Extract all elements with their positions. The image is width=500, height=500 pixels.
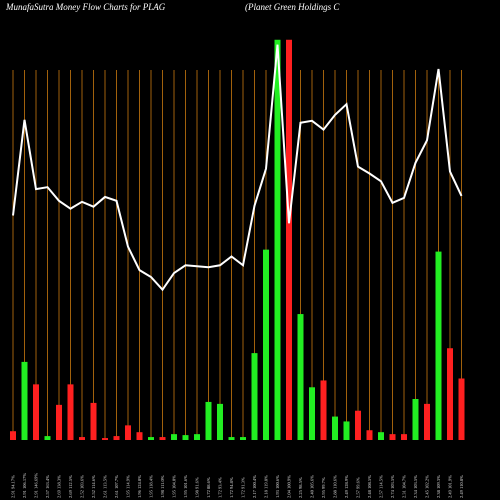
bar xyxy=(286,39,292,441)
x-tick-label: 2.49 128.9% xyxy=(344,475,349,498)
bar xyxy=(435,251,442,440)
bar xyxy=(297,314,304,440)
x-tick-label: 2.69 138.3% xyxy=(57,475,62,498)
x-tick-label: 2.34 103.5% xyxy=(413,475,418,498)
x-tick-label: 1.95 114.9% xyxy=(126,475,131,498)
x-tick-label: 1.95 104.0% xyxy=(172,475,177,498)
x-tick-label: 1.95 118.4% xyxy=(149,475,154,498)
bar xyxy=(355,410,361,440)
x-tick-label: 2.95 99.7% xyxy=(321,477,326,498)
x-tick-label: 1.72 91.3% xyxy=(241,477,246,498)
bar xyxy=(102,438,108,440)
bar xyxy=(21,361,28,440)
bar xyxy=(309,387,315,440)
bar xyxy=(412,399,419,440)
x-tick-label: 2.91 94.17% xyxy=(11,475,16,498)
bar xyxy=(159,437,166,440)
bar xyxy=(332,416,338,440)
bar xyxy=(320,380,327,440)
bar xyxy=(125,425,131,440)
x-tick-label: 2.38 109.3% xyxy=(436,475,441,498)
x-tick-label: 2.57 99.6% xyxy=(356,477,361,498)
bar xyxy=(343,421,350,440)
x-tick-label: 2.74 103.5% xyxy=(390,475,395,498)
bar xyxy=(228,437,235,440)
x-tick-label: 2.18 119.8% xyxy=(264,475,269,498)
x-tick-label: 1.96 124.8% xyxy=(137,475,142,498)
bar xyxy=(251,353,258,440)
bar xyxy=(217,403,223,440)
bar xyxy=(44,436,51,440)
x-tick-label: 2.91 106.17% xyxy=(22,473,27,498)
x-tick-label: 2.69 112.5% xyxy=(68,475,73,498)
bar xyxy=(447,348,453,440)
x-tick-label: 1.95 101.6% xyxy=(183,475,188,498)
bar xyxy=(113,436,120,440)
x-tick-label: 2.61 107.7% xyxy=(114,475,119,498)
x-tick-label: 2.49 110.8% xyxy=(459,475,464,498)
bar xyxy=(136,432,143,440)
bar xyxy=(205,401,212,440)
x-tick-label: 2.48 108.5% xyxy=(367,475,372,498)
price-line xyxy=(12,44,463,292)
x-tick-label: 2.40 105.6% xyxy=(310,475,315,498)
bar xyxy=(458,378,465,440)
x-tick-label: 1.98 91.6% xyxy=(195,477,200,498)
bar xyxy=(56,404,62,440)
bar xyxy=(67,384,74,440)
x-tick-label: 2.17 100.4% xyxy=(252,475,257,498)
bar xyxy=(90,402,97,440)
x-tick-label: 2.57 114.5% xyxy=(379,475,384,498)
bar xyxy=(33,384,39,440)
bar xyxy=(79,437,85,440)
bar xyxy=(401,434,407,440)
x-tick-label: 2.57 163.4% xyxy=(45,475,50,498)
x-tick-label: 2.25 98.5% xyxy=(298,477,303,498)
x-tick-label: 2.49 101.9% xyxy=(448,475,453,498)
bar xyxy=(10,431,16,440)
bar xyxy=(263,249,269,440)
x-tick-label: 2.52 114.6% xyxy=(91,475,96,498)
x-tick-label: 2.88 110.6% xyxy=(333,475,338,498)
x-tick-label: 1.72 88.6% xyxy=(206,477,211,498)
bar xyxy=(148,437,154,440)
x-tick-label: 2.04 100.9% xyxy=(287,475,292,498)
bar xyxy=(366,430,373,440)
bar xyxy=(240,437,246,440)
x-tick-label: 2.91 146.69% xyxy=(34,473,39,498)
chart-title: MunafaSutra Money Flow Charts for PLAG xyxy=(5,2,166,12)
bar xyxy=(389,434,396,440)
chart-subtitle: (Planet Green Holdings C xyxy=(245,2,340,12)
bar xyxy=(171,434,177,440)
bar xyxy=(424,403,430,440)
x-tick-label: 2.61 113.5% xyxy=(103,475,108,498)
x-tick-label: 1.98 111.0% xyxy=(160,475,165,498)
bar xyxy=(194,434,200,440)
bar xyxy=(274,39,281,441)
x-tick-label: 1.93 100.6% xyxy=(275,475,280,498)
bar xyxy=(378,432,384,440)
x-tick-label: 1.72 93.4% xyxy=(218,477,223,498)
x-tick-label: 1.72 94.8% xyxy=(229,477,234,498)
x-tick-label: 2.45 102.2% xyxy=(425,475,430,498)
x-tick-label: 2.52 103.6% xyxy=(80,475,85,498)
x-tick-label: 2.31 104.7% xyxy=(402,475,407,498)
bar xyxy=(182,435,189,440)
